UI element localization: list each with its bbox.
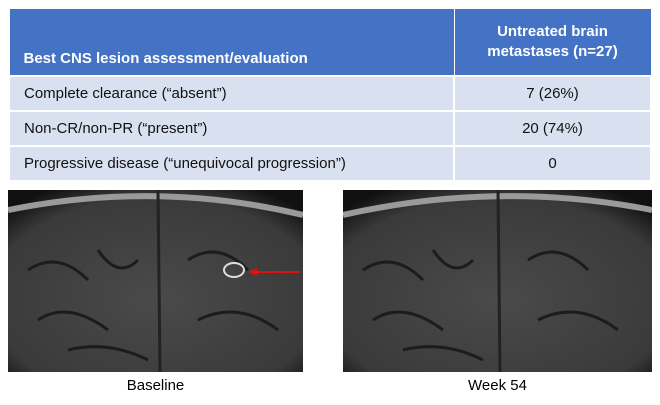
table-row: Complete clearance (“absent”) 7 (26%) xyxy=(8,75,652,112)
sulci xyxy=(362,249,619,362)
cell: 7 (26%) xyxy=(453,75,652,112)
cell: 0 xyxy=(453,145,652,182)
cell: Complete clearance (“absent”) xyxy=(8,75,455,112)
fissure xyxy=(496,190,502,372)
sulci xyxy=(27,249,279,362)
arrow-head xyxy=(248,268,257,276)
image-caption: Baseline xyxy=(126,377,185,394)
mri-week54 xyxy=(343,190,652,372)
cell: 20 (74%) xyxy=(453,110,652,147)
scan xyxy=(8,190,303,372)
header-cell: Untreated brain metastases (n=27) xyxy=(453,8,652,77)
mri-baseline xyxy=(8,190,303,372)
cell: Progressive disease (“unequivocal progre… xyxy=(8,145,455,182)
table-row: Non-CR/non-PR (“present”) 20 (74%) xyxy=(8,110,652,147)
image-caption: Week 54 xyxy=(468,377,527,394)
header-cell: Best CNS lesion assessment/evaluation xyxy=(8,8,455,77)
lesion xyxy=(223,262,245,278)
table-row: Progressive disease (“unequivocal progre… xyxy=(8,145,652,182)
results-table: Best CNS lesion assessment/evaluation Un… xyxy=(8,8,652,182)
header-row: Best CNS lesion assessment/evaluation Un… xyxy=(8,8,652,77)
cell: Non-CR/non-PR (“present”) xyxy=(8,110,455,147)
fissure xyxy=(156,190,162,372)
